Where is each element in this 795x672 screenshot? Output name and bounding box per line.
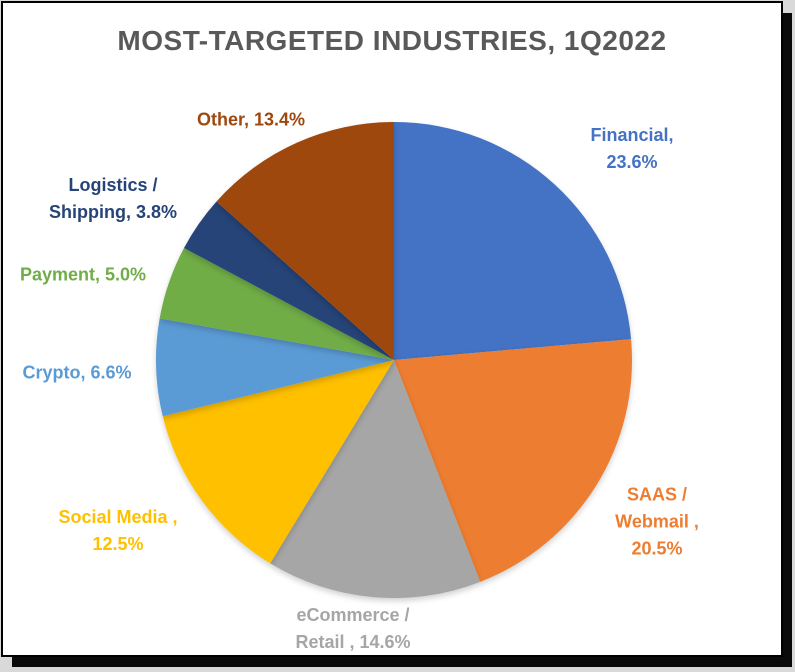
pie-slice-saas-webmail — [394, 339, 632, 582]
pie-slice-other — [216, 122, 394, 360]
pie-slice-ecommerce-retail — [270, 360, 481, 598]
chart-title: MOST-TARGETED INDUSTRIES, 1Q2022 — [117, 25, 667, 56]
pie-slice-logistics-shipping — [184, 201, 394, 360]
pie-slice-financial — [394, 122, 632, 360]
pie-slice-payment — [159, 247, 394, 360]
pie-slice-crypto — [155, 318, 394, 417]
chart-frame: MOST-TARGETED INDUSTRIES, 1Q2022 Financi… — [1, 1, 783, 657]
pie-slice-social-media — [162, 360, 394, 564]
